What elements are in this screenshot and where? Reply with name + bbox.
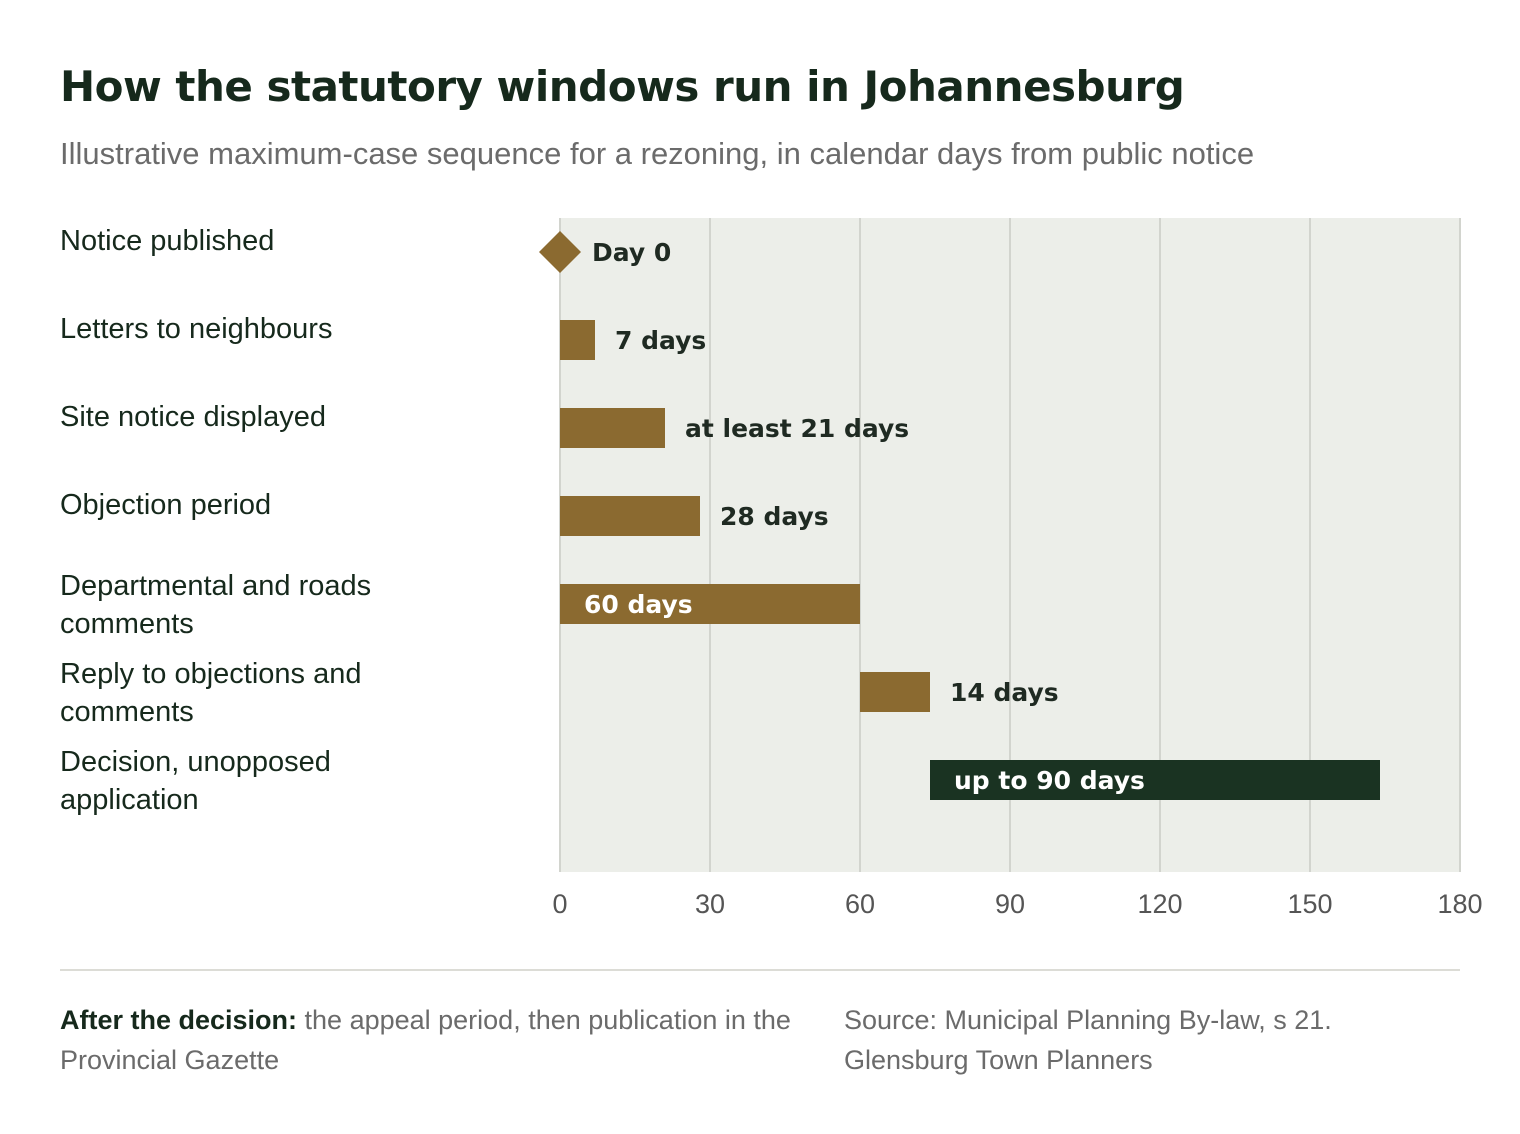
value-label: Day 0 [592,238,671,267]
chart-subtitle: Illustrative maximum-case sequence for a… [60,136,1255,171]
row-label: Objection period [60,489,271,521]
footnote-text: the appeal period, then publication in t… [60,1005,791,1075]
row-label: Departmental and roads comments [60,570,371,640]
x-tick-label: 30 [695,889,725,919]
x-tick-label: 60 [845,889,875,919]
value-label: at least 21 days [685,414,909,443]
value-label: 14 days [950,678,1059,707]
footer-divider [60,969,1460,971]
x-tick-label: 150 [1287,889,1332,919]
row-label: Decision, unopposed application [60,746,331,816]
bar [560,496,700,536]
bar [560,408,665,448]
x-tick-label: 120 [1137,889,1182,919]
x-tick-label: 90 [995,889,1025,919]
credit-line: Glensburg Town Planners [844,1045,1153,1075]
value-label: 60 days [584,590,693,619]
row-label: Site notice displayed [60,401,326,433]
milestone-marker [539,231,581,273]
bar [560,584,860,624]
row-label: Reply to objections and comments [60,658,361,728]
bar [930,760,1380,800]
footnote-lead: After the decision: [60,1005,298,1035]
bar [560,320,595,360]
source-line: Source: Municipal Planning By-law, s 21. [844,1005,1332,1035]
row-label: Notice published [60,225,274,257]
source-note: Source: Municipal Planning By-law, s 21.… [844,1000,1464,1080]
row-label: Letters to neighbours [60,313,332,345]
value-label: 28 days [720,502,829,531]
chart-title: How the statutory windows run in Johanne… [60,62,1185,111]
gantt-chart: 0 30 60 90 120 150 180 Notice published Day 0 Let… [60,218,1483,919]
bar [860,672,930,712]
x-tick-label: 0 [552,889,567,919]
value-label: 7 days [615,326,706,355]
x-tick-label: 180 [1437,889,1482,919]
footnote: After the decision: the appeal period, t… [60,1000,800,1080]
value-label: up to 90 days [954,766,1145,795]
